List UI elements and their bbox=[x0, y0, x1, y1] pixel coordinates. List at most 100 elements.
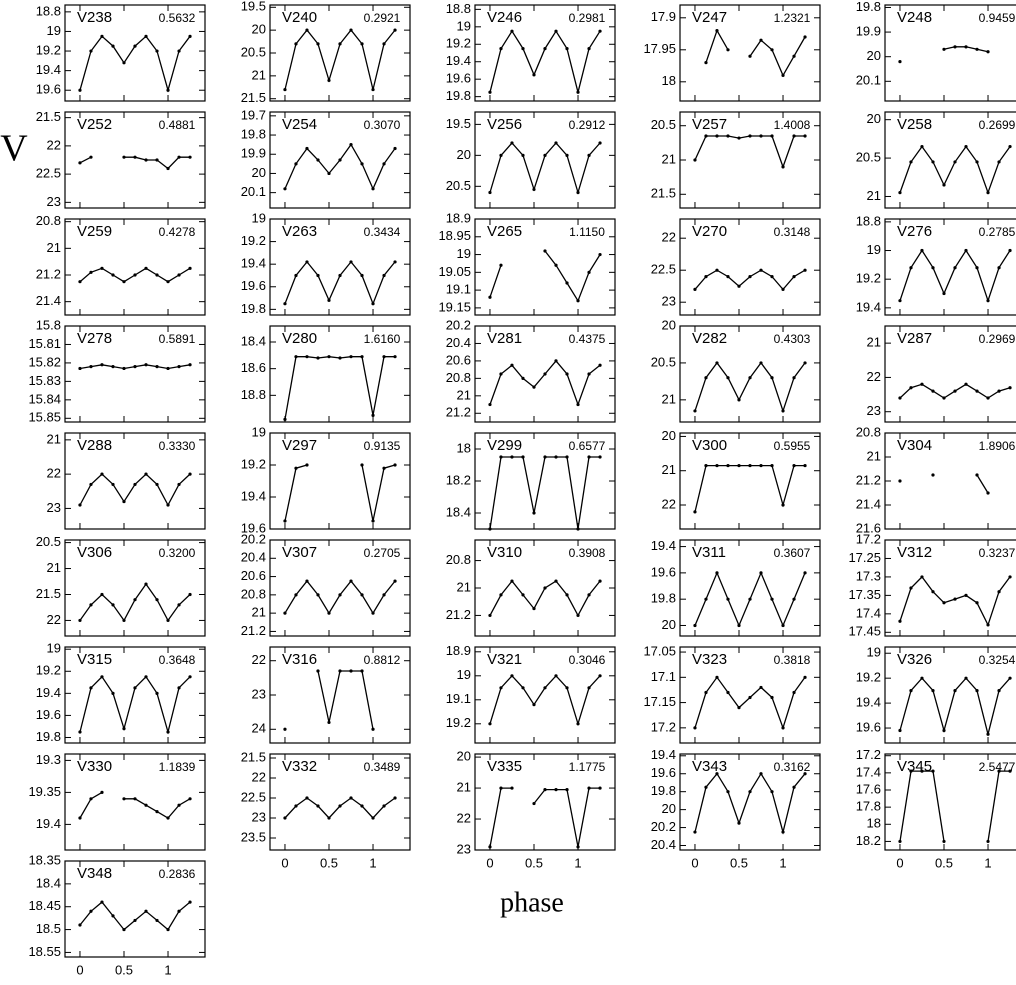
data-point bbox=[898, 396, 902, 400]
data-point bbox=[122, 155, 126, 159]
data-point bbox=[693, 726, 697, 730]
light-curve bbox=[489, 250, 601, 303]
star-name: V287 bbox=[897, 330, 932, 347]
y-tick-label: 19.4 bbox=[446, 53, 471, 68]
data-point bbox=[554, 29, 558, 33]
panel: 17.9 17.95 18 V247 1.2321 bbox=[643, 4, 821, 102]
data-point bbox=[327, 78, 331, 83]
data-point bbox=[133, 482, 137, 487]
y-tick-label: 19.2 bbox=[856, 670, 881, 685]
data-point bbox=[759, 685, 763, 690]
panel: 20.2 20.4 20.6 20.8 21 21.2 V281 0.4375 bbox=[446, 317, 616, 423]
period: 1.8906 bbox=[979, 439, 1016, 453]
data-point bbox=[803, 463, 807, 468]
data-point bbox=[111, 914, 115, 918]
data-point bbox=[188, 472, 192, 476]
panel-frame bbox=[269, 218, 411, 316]
data-point bbox=[953, 389, 957, 393]
data-point bbox=[89, 482, 93, 487]
panel-frame bbox=[884, 111, 1016, 209]
y-tick-label: 17.4 bbox=[856, 605, 881, 620]
x-tick-label: 0 bbox=[281, 855, 288, 870]
period: 0.3607 bbox=[774, 546, 811, 560]
data-point bbox=[532, 703, 536, 707]
data-point bbox=[909, 769, 913, 773]
data-point bbox=[144, 675, 148, 679]
y-tick-label: 17.2 bbox=[651, 719, 676, 734]
data-point bbox=[964, 248, 968, 253]
y-tick-label: 19 bbox=[457, 18, 471, 33]
data-point bbox=[521, 153, 525, 157]
y-tick-label: 19.4 bbox=[856, 695, 881, 710]
panel: 17.05 17.1 17.15 17.2 V323 0.3818 bbox=[643, 643, 821, 744]
data-point bbox=[349, 796, 353, 800]
data-point bbox=[133, 365, 137, 369]
data-point bbox=[155, 598, 159, 602]
y-tick-label: 19.9 bbox=[856, 24, 881, 39]
data-point bbox=[726, 48, 730, 52]
data-point bbox=[726, 134, 730, 138]
y-tick-label: 17.2 bbox=[856, 531, 881, 546]
panel: 20.5 21 21.5 22 V306 0.3200 bbox=[36, 534, 206, 637]
data-point bbox=[781, 623, 785, 628]
y-tick-label: 18.9 bbox=[446, 643, 471, 658]
panel: 19 19.2 19.4 19.6 19.8 V263 0.3434 bbox=[241, 210, 411, 316]
data-point bbox=[803, 268, 807, 272]
period: 0.3648 bbox=[159, 653, 196, 667]
data-point bbox=[715, 134, 719, 138]
data-point bbox=[338, 593, 342, 597]
data-point bbox=[327, 298, 331, 302]
period: 0.3254 bbox=[979, 653, 1016, 667]
y-tick-label: 20 bbox=[252, 22, 266, 37]
data-point bbox=[510, 363, 514, 367]
data-point bbox=[898, 191, 902, 195]
data-point bbox=[898, 839, 902, 844]
data-point bbox=[598, 674, 602, 678]
data-point bbox=[587, 270, 591, 274]
data-point bbox=[693, 409, 697, 413]
data-point bbox=[499, 786, 503, 790]
data-point bbox=[283, 519, 287, 523]
data-point bbox=[898, 479, 902, 483]
y-tick-label: 19.6 bbox=[241, 520, 266, 535]
y-tick-label: 21 bbox=[47, 431, 61, 446]
data-point bbox=[543, 686, 547, 690]
x-tick-label: 0.5 bbox=[730, 855, 748, 870]
data-point bbox=[953, 689, 957, 693]
data-point bbox=[986, 491, 990, 495]
data-point bbox=[770, 134, 774, 138]
light-curve bbox=[489, 359, 601, 407]
data-point bbox=[909, 586, 913, 590]
data-point bbox=[909, 386, 913, 390]
panel-frame bbox=[884, 753, 1016, 851]
x-tick-label: 1 bbox=[779, 855, 786, 870]
data-point bbox=[587, 372, 591, 376]
period: 0.2969 bbox=[979, 332, 1016, 346]
data-point bbox=[748, 463, 752, 468]
y-tick-label: 20.5 bbox=[651, 354, 676, 369]
data-point bbox=[1008, 386, 1012, 390]
data-point bbox=[100, 592, 104, 597]
light-curve bbox=[284, 29, 396, 90]
data-point bbox=[715, 361, 719, 365]
panel: 18.8 19 19.2 19.4 19.6 V238 0.5632 bbox=[36, 3, 206, 102]
data-point bbox=[393, 260, 397, 264]
light-curve bbox=[284, 797, 396, 819]
data-point bbox=[986, 50, 990, 54]
period: 0.2836 bbox=[159, 867, 196, 881]
light-curve bbox=[489, 29, 601, 93]
panel-frame bbox=[679, 4, 821, 102]
data-point bbox=[803, 675, 807, 679]
data-point bbox=[587, 686, 591, 690]
data-point bbox=[748, 376, 752, 380]
star-name: V312 bbox=[897, 544, 932, 561]
data-point bbox=[166, 730, 170, 734]
panel-frame bbox=[884, 539, 1016, 637]
data-point bbox=[283, 187, 287, 191]
light-curve bbox=[899, 770, 1010, 842]
period: 0.3489 bbox=[364, 760, 401, 774]
period: 0.8812 bbox=[364, 653, 401, 667]
data-point bbox=[737, 706, 741, 710]
star-name: V345 bbox=[897, 758, 932, 775]
